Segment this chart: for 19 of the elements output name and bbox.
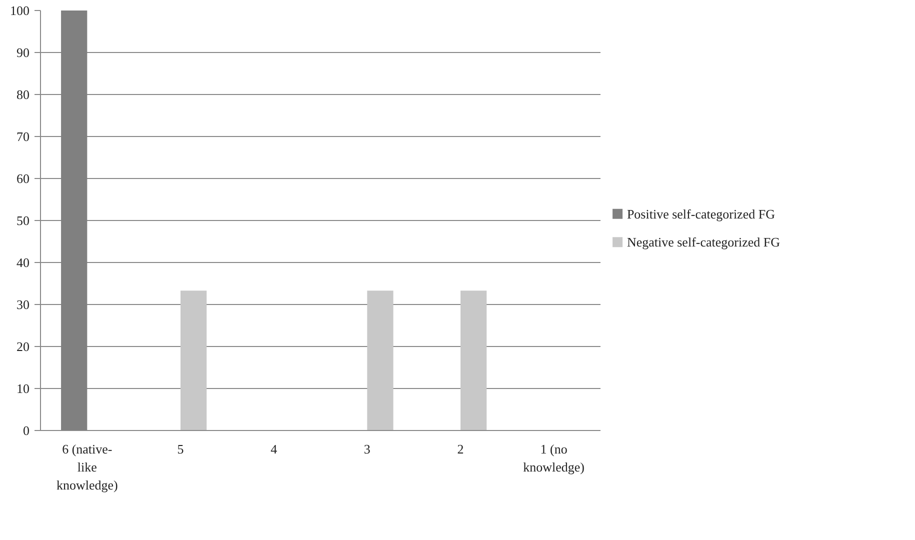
- y-tick-label: 60: [16, 171, 30, 186]
- y-tick-label: 10: [16, 381, 30, 396]
- x-tick-label: 3: [364, 442, 370, 456]
- y-tick-label: 30: [16, 297, 30, 312]
- x-tick-label: 6 (native-like knowledge): [56, 442, 118, 492]
- legend-label: Positive self-categorized FG: [626, 206, 775, 222]
- y-tick-label: 40: [16, 255, 30, 270]
- y-tick-label: 90: [16, 45, 30, 60]
- y-tick-label: 70: [16, 129, 30, 144]
- x-tick-label: 1 (no knowledge): [523, 442, 585, 474]
- y-tick-label: 80: [16, 87, 30, 102]
- y-tick-label: 20: [16, 339, 30, 354]
- x-tick-label: 4: [270, 442, 278, 456]
- x-tick-label: 5: [177, 442, 184, 456]
- legend-label: Negative self-categorized FG: [626, 234, 780, 250]
- y-tick-label: 50: [16, 213, 30, 228]
- y-tick-label: 0: [23, 423, 30, 438]
- x-tick-label: 2: [457, 442, 464, 456]
- y-tick-label: 100: [10, 3, 30, 18]
